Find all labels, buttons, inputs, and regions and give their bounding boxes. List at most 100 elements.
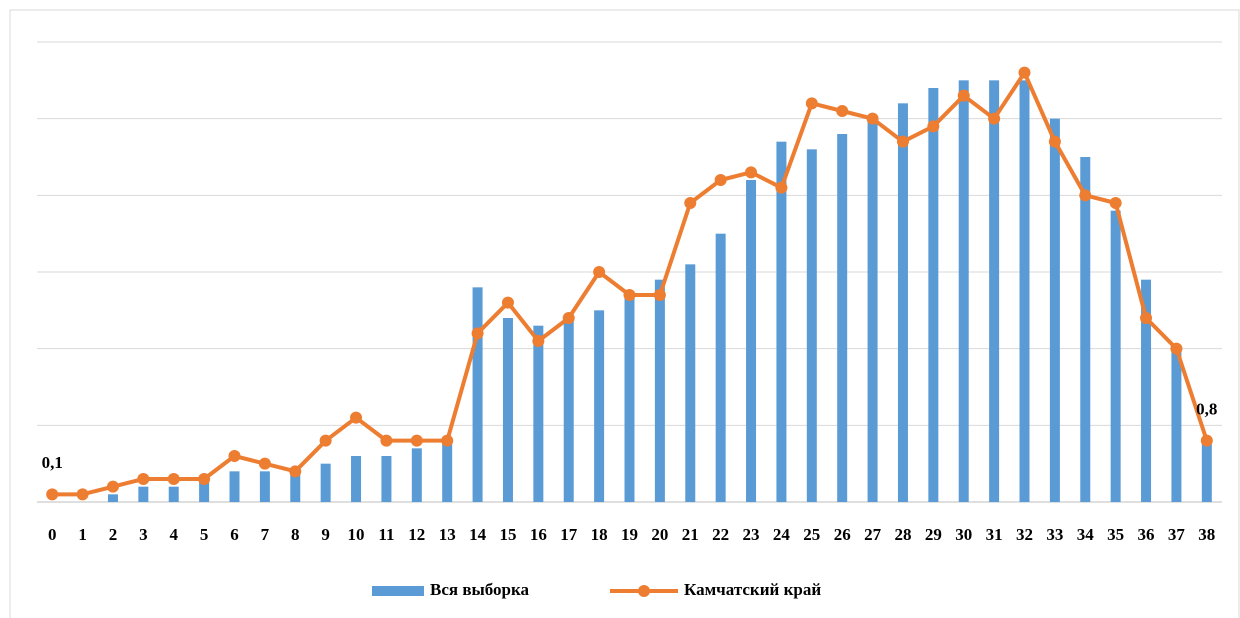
bar: [502, 318, 513, 502]
bar: [472, 287, 483, 502]
point: [319, 434, 332, 447]
legend-label: Камчатский край: [684, 580, 821, 599]
x-tick-label: 18: [591, 525, 608, 544]
bar: [594, 310, 605, 502]
bar: [776, 141, 787, 502]
point: [562, 312, 575, 324]
x-tick-label: 13: [439, 525, 456, 544]
bar: [654, 279, 665, 502]
point: [167, 473, 180, 485]
point: [410, 434, 423, 447]
point: [623, 289, 636, 301]
bar: [411, 448, 422, 502]
x-tick-label: 1: [78, 525, 87, 544]
bar: [746, 180, 757, 502]
x-tick-label: 24: [773, 525, 791, 544]
x-tick-label: 22: [712, 525, 729, 544]
x-tick-label: 16: [530, 525, 547, 544]
bar: [1019, 80, 1030, 502]
x-tick-label: 38: [1198, 525, 1215, 544]
x-tick-label: 28: [894, 525, 911, 544]
point: [775, 181, 788, 194]
legend-swatch: [372, 586, 424, 596]
point: [1018, 66, 1031, 79]
point: [137, 473, 150, 485]
x-tick-label: 33: [1046, 525, 1063, 544]
point: [76, 488, 89, 501]
point: [471, 327, 484, 340]
point: [896, 135, 909, 148]
x-tick-label: 35: [1107, 525, 1124, 544]
x-tick-label: 36: [1138, 525, 1155, 544]
point: [714, 174, 727, 186]
bar: [685, 264, 696, 502]
bar: [533, 325, 544, 502]
bar: [442, 440, 453, 502]
x-tick-label: 11: [378, 525, 394, 544]
point: [380, 434, 393, 447]
point: [1048, 135, 1061, 148]
point: [46, 488, 59, 501]
x-tick-label: 20: [651, 525, 668, 544]
point: [866, 112, 879, 125]
bar: [1080, 157, 1091, 502]
point: [1109, 197, 1122, 209]
bar: [1201, 440, 1212, 502]
bar: [1141, 279, 1152, 502]
point: [289, 465, 302, 478]
bar: [867, 118, 878, 503]
point: [258, 457, 271, 470]
point: [441, 434, 454, 447]
x-tick-label: 4: [169, 525, 178, 544]
point: [198, 473, 211, 485]
bar: [107, 494, 118, 502]
point: [1079, 189, 1092, 202]
point: [532, 335, 545, 347]
bar: [381, 456, 392, 502]
bar: [897, 103, 908, 502]
point: [836, 105, 849, 117]
bar: [563, 318, 574, 502]
bar: [351, 456, 362, 502]
x-tick-label: 27: [864, 525, 882, 544]
x-tick-label: 21: [682, 525, 699, 544]
bar: [715, 233, 726, 502]
point: [593, 266, 606, 278]
x-tick-label: 7: [261, 525, 270, 544]
x-tick-label: 26: [834, 525, 851, 544]
point: [1140, 312, 1153, 324]
x-tick-label: 2: [109, 525, 118, 544]
x-tick-label: 14: [469, 525, 487, 544]
point: [988, 112, 1001, 125]
bar: [168, 486, 179, 502]
bar: [229, 471, 240, 502]
legend-marker: [638, 585, 650, 597]
bar: [1049, 118, 1060, 503]
x-tick-label: 3: [139, 525, 148, 544]
bar: [928, 88, 939, 502]
x-tick-label: 37: [1168, 525, 1186, 544]
point: [350, 411, 363, 424]
bar: [1110, 210, 1121, 502]
x-tick-label: 0: [48, 525, 57, 544]
bar: [624, 295, 635, 502]
x-tick-label: 23: [743, 525, 760, 544]
chart-border: [9, 9, 1240, 618]
x-tick-label: 10: [348, 525, 365, 544]
x-tick-label: 19: [621, 525, 638, 544]
data-label: 0,8: [1196, 400, 1217, 419]
bar: [806, 149, 817, 503]
bar: [138, 486, 149, 502]
point: [501, 296, 514, 309]
point: [1200, 434, 1213, 447]
x-tick-label: 6: [230, 525, 239, 544]
point: [805, 97, 818, 110]
x-tick-label: 32: [1016, 525, 1033, 544]
legend-label: Вся выборка: [430, 580, 530, 599]
point: [653, 289, 666, 301]
x-tick-label: 8: [291, 525, 300, 544]
bar: [958, 80, 969, 502]
point: [106, 480, 119, 493]
x-tick-label: 25: [803, 525, 820, 544]
